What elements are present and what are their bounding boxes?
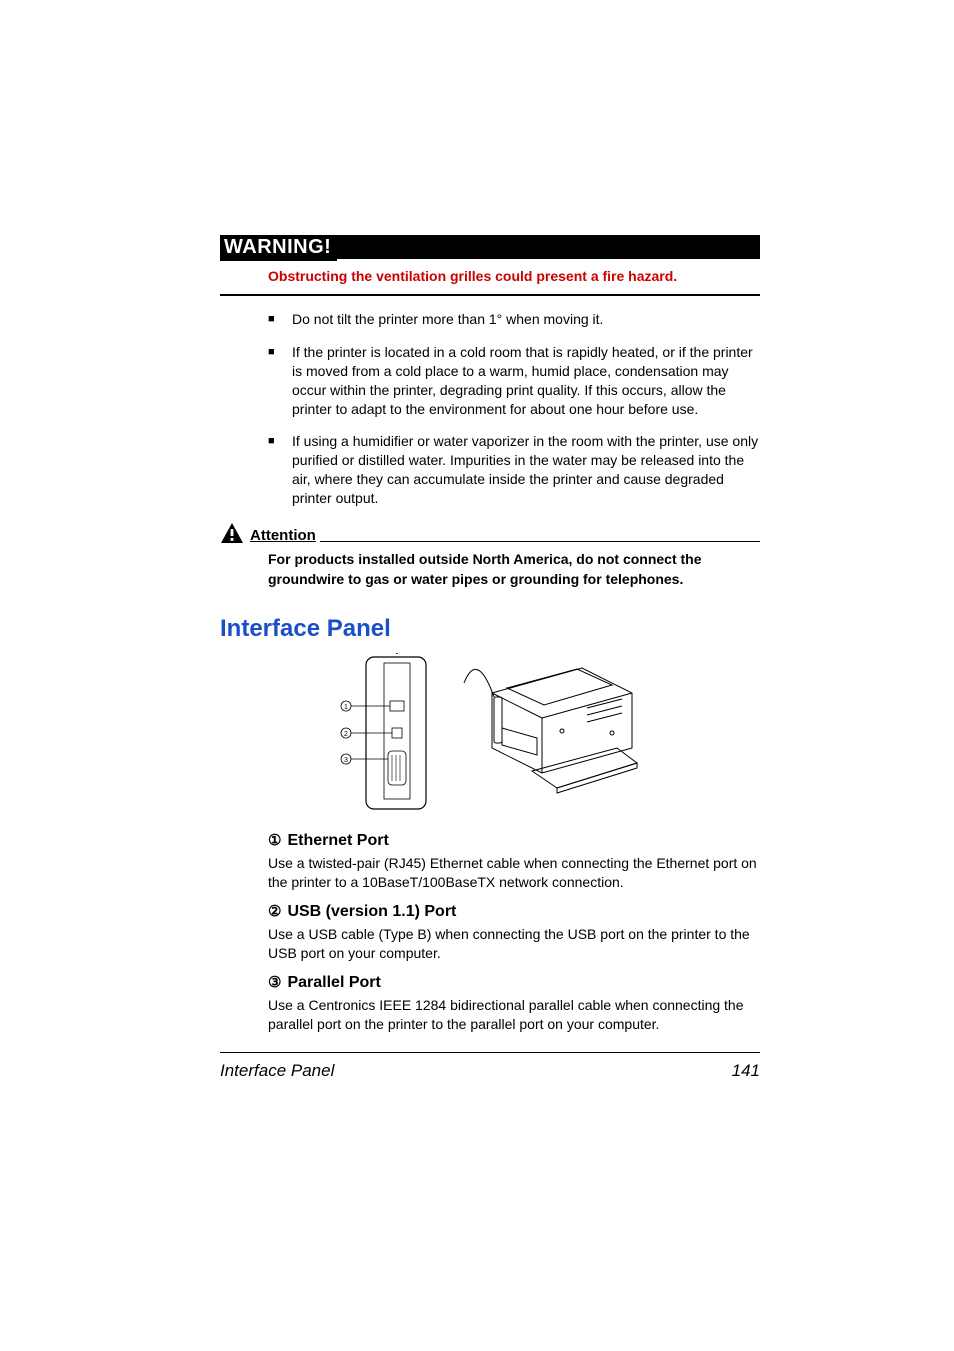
warning-bar: WARNING!: [220, 235, 760, 259]
page-number: 141: [732, 1061, 760, 1081]
circled-number-icon: ②: [268, 902, 281, 920]
warning-underline: [220, 294, 760, 296]
circled-number-icon: ③: [268, 973, 281, 991]
callout-1: 1: [344, 704, 348, 711]
list-item: If using a humidifier or water vaporizer…: [268, 432, 760, 508]
circled-number-icon: ①: [268, 831, 281, 849]
section-body: Use a Centronics IEEE 1284 bidirectional…: [220, 996, 760, 1034]
section-title: Ethernet Port: [287, 832, 388, 849]
footer-section-name: Interface Panel: [220, 1061, 334, 1081]
interface-panel-diagram: 1 2 3: [338, 653, 438, 813]
section-title: Parallel Port: [287, 974, 380, 991]
warning-triangle-icon: [220, 522, 244, 544]
list-item: Do not tilt the printer more than 1° whe…: [268, 310, 760, 329]
attention-body: For products installed outside North Ame…: [220, 544, 760, 589]
bullet-list: Do not tilt the printer more than 1° whe…: [220, 310, 760, 508]
footer-row: Interface Panel 141: [220, 1053, 760, 1081]
page-title: Interface Panel: [220, 615, 760, 643]
warning-text: Obstructing the ventilation grilles coul…: [220, 262, 760, 294]
section-body: Use a USB cable (Type B) when connecting…: [220, 925, 760, 963]
section-title: USB (version 1.1) Port: [287, 903, 456, 920]
warning-label: WARNING!: [220, 235, 337, 261]
attention-label: Attention: [250, 527, 316, 544]
printer-diagram: [462, 653, 642, 803]
section-heading-usb: ② USB (version 1.1) Port: [268, 902, 760, 921]
callout-2: 2: [344, 731, 348, 738]
section-body: Use a twisted-pair (RJ45) Ethernet cable…: [220, 854, 760, 892]
section-heading-parallel: ③ Parallel Port: [268, 973, 760, 992]
attention-header: Attention: [220, 522, 760, 544]
attention-rule: [320, 541, 760, 542]
interface-panel-figure: 1 2 3: [220, 653, 760, 813]
page: WARNING! Obstructing the ventilation gri…: [0, 0, 954, 1351]
page-footer: Interface Panel 141: [220, 1052, 760, 1081]
list-item: If the printer is located in a cold room…: [268, 343, 760, 419]
section-heading-ethernet: ① Ethernet Port: [268, 831, 760, 850]
callout-3: 3: [344, 757, 348, 764]
